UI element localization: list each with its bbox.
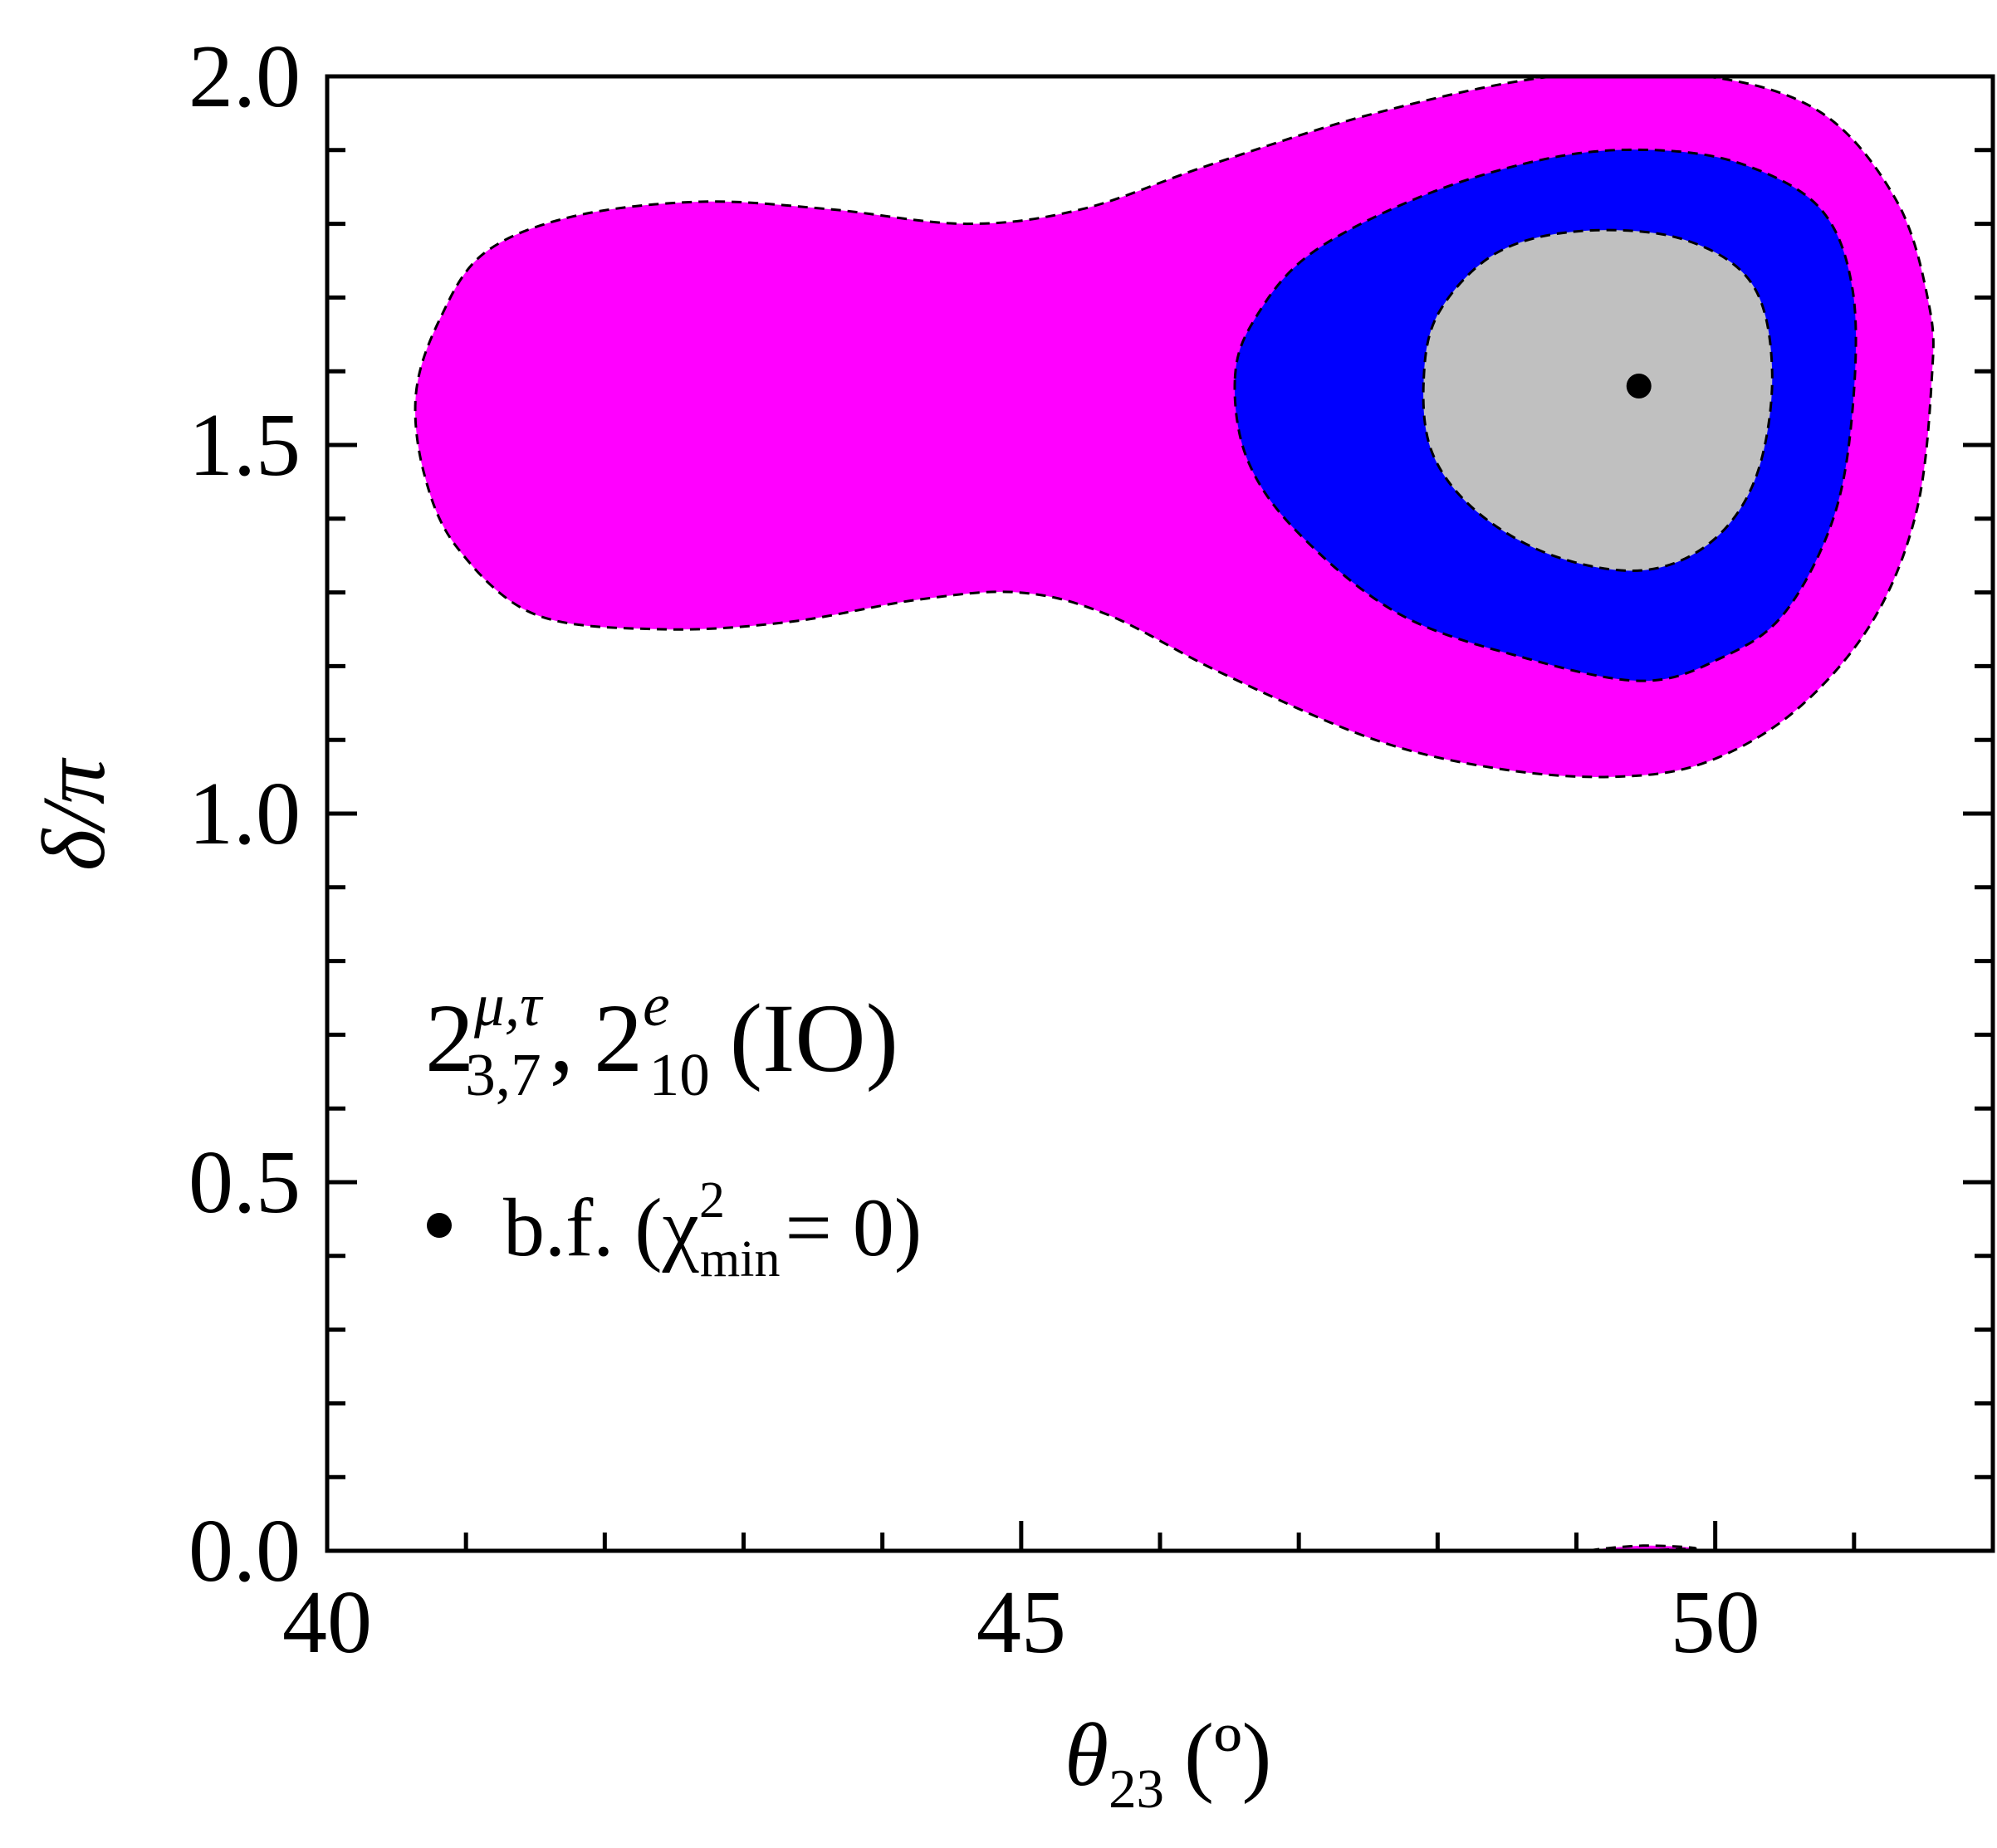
contour-layer <box>414 76 1935 1551</box>
y-tick-label: 1.0 <box>188 765 301 863</box>
best-fit-point <box>1626 373 1652 398</box>
text-part: , <box>550 984 575 1093</box>
text-part: (º) <box>1184 1706 1271 1805</box>
y-tick-label: 0.5 <box>188 1133 301 1232</box>
text-part: (IO) <box>730 984 898 1093</box>
text-part: θ <box>1065 1706 1109 1805</box>
text-part: 23 <box>1109 1758 1164 1820</box>
text-part: 2 <box>594 984 643 1093</box>
y-tick-label: 2.0 <box>188 27 301 126</box>
legend-label: b.f. (χ2 min= 0) <box>503 1172 922 1288</box>
y-tick-label: 1.5 <box>188 396 301 495</box>
x-tick-label: 40 <box>282 1573 372 1672</box>
annotation: 2μ,τ 3,7, 2e 10 (IO) <box>425 971 898 1108</box>
x-tick-label: 50 <box>1671 1573 1760 1672</box>
legend-marker <box>427 1213 452 1238</box>
y-tick-label: 0.0 <box>188 1502 301 1601</box>
text-part: = 0) <box>785 1181 922 1274</box>
text-part: 3,7 <box>465 1041 541 1108</box>
y-axis-label: δ/π <box>25 757 124 871</box>
text-part: b.f. (χ <box>503 1181 699 1274</box>
x-axis-label: θ23 (º) <box>1065 1706 1271 1820</box>
text-part: 2 <box>425 984 474 1093</box>
text-part: e <box>643 971 669 1039</box>
x-tick-label: 45 <box>976 1573 1066 1672</box>
text-part: min <box>700 1231 780 1288</box>
confidence-region <box>1422 228 1774 572</box>
text-part: μ,τ <box>473 971 544 1039</box>
text-part: 10 <box>649 1041 710 1108</box>
text-part: 2 <box>699 1172 725 1229</box>
